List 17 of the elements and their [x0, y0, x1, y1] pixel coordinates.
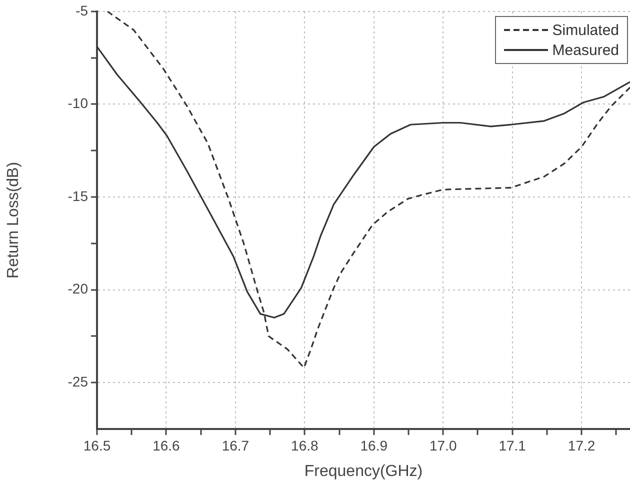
- y-tick-label: -25: [68, 373, 88, 390]
- x-tick-label: 16.5: [83, 437, 111, 454]
- y-tick-label: -20: [68, 280, 88, 297]
- y-tick-label: -5: [76, 2, 88, 18]
- x-axis-title: Frequency(GHz): [304, 462, 423, 480]
- x-tick-label: 16.6: [152, 437, 180, 454]
- y-axis-title: Return Loss(dB): [5, 162, 22, 278]
- legend-label: Simulated: [552, 22, 619, 38]
- x-tick-label: 17.1: [498, 437, 526, 454]
- x-tick-label: 16.9: [360, 437, 388, 454]
- y-tick-label: -10: [68, 95, 88, 112]
- x-tick-label: 16.7: [222, 437, 250, 454]
- y-tick-label: -15: [68, 188, 88, 204]
- legend-label: Measured: [552, 42, 619, 58]
- x-tick-label: 17.2: [568, 437, 596, 454]
- x-tick-label: 17.0: [429, 437, 457, 454]
- x-tick-label: 16.8: [291, 437, 318, 454]
